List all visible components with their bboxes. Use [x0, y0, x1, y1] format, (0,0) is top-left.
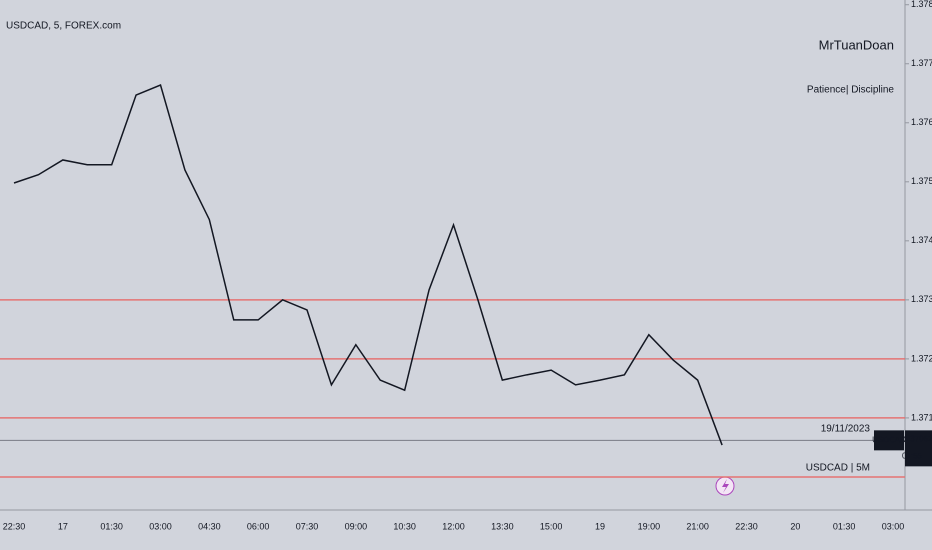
annotation: 19/11/2023	[821, 424, 871, 435]
x-tick-label: 01:30	[833, 521, 856, 531]
price-tag-label: 1.37062	[904, 434, 932, 443]
x-tick-label: 10:30	[393, 521, 416, 531]
x-tick-label: 22:30	[735, 521, 758, 531]
annotation: Patience| Discipline	[807, 85, 895, 96]
annotation: USDCAD | 5M	[806, 463, 870, 474]
y-tick-label: 1.37500	[911, 176, 932, 186]
y-tick-label: 1.37800	[911, 0, 932, 9]
y-tick-label: 1.37200	[911, 353, 932, 363]
x-tick-label: 19:00	[638, 521, 661, 531]
y-tick-label: 1.37300	[911, 294, 932, 304]
x-tick-label: 17	[58, 521, 68, 531]
y-tick-label: 1.37700	[911, 58, 932, 68]
x-tick-label: 06:00	[247, 521, 270, 531]
x-tick-label: 04:30	[198, 521, 221, 531]
annotation: MrTuanDoan	[819, 37, 894, 52]
x-tick-label: 19	[595, 521, 605, 531]
x-tick-label: 15:00	[540, 521, 563, 531]
x-tick-label: 12:00	[442, 521, 465, 531]
x-tick-label: 01:30	[100, 521, 123, 531]
y-tick-label: 1.37600	[911, 117, 932, 127]
symbol-tag-label: USDCAD	[872, 435, 906, 444]
alert-bolt	[722, 479, 729, 493]
x-tick-label: 13:30	[491, 521, 514, 531]
x-tick-label: 07:30	[296, 521, 319, 531]
countdown: 01:55	[902, 451, 923, 460]
x-tick-label: 03:00	[149, 521, 172, 531]
chart-title: USDCAD, 5, FOREX.com	[6, 21, 121, 32]
x-tick-label: 20	[790, 521, 800, 531]
x-tick-label: 21:00	[686, 521, 709, 531]
y-tick-label: 1.37400	[911, 235, 932, 245]
symbol-tag	[874, 430, 904, 451]
x-tick-label: 03:00	[882, 521, 905, 531]
y-tick-label: 1.37100	[911, 412, 932, 422]
x-tick-label: 09:00	[345, 521, 368, 531]
x-tick-label: 22:30	[3, 521, 26, 531]
price-tag	[905, 430, 932, 467]
price-line	[13, 83, 723, 446]
